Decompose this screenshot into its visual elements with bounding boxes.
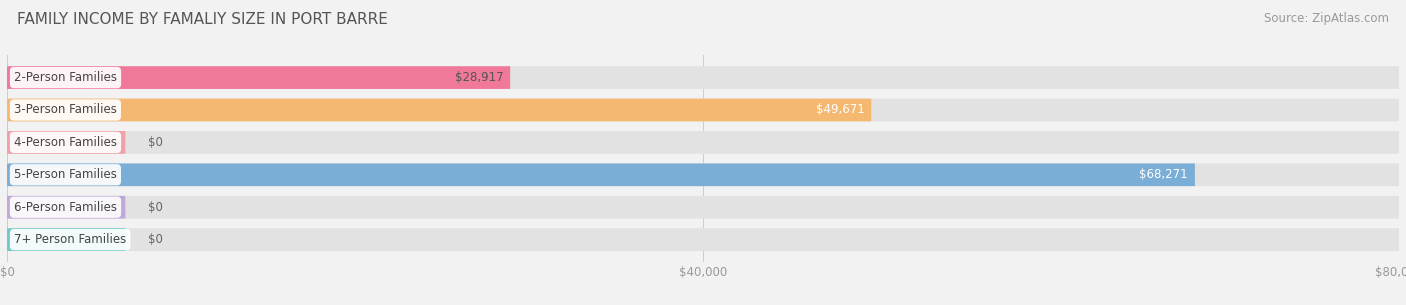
FancyBboxPatch shape xyxy=(7,99,872,121)
Text: 5-Person Families: 5-Person Families xyxy=(14,168,117,181)
Text: 4-Person Families: 4-Person Families xyxy=(14,136,117,149)
Text: $49,671: $49,671 xyxy=(815,103,865,117)
FancyBboxPatch shape xyxy=(7,196,1399,219)
FancyBboxPatch shape xyxy=(7,66,510,89)
Text: 7+ Person Families: 7+ Person Families xyxy=(14,233,127,246)
FancyBboxPatch shape xyxy=(7,66,1399,89)
FancyBboxPatch shape xyxy=(7,163,1399,186)
Text: Source: ZipAtlas.com: Source: ZipAtlas.com xyxy=(1264,12,1389,25)
Text: 3-Person Families: 3-Person Families xyxy=(14,103,117,117)
FancyBboxPatch shape xyxy=(7,228,125,251)
Text: $0: $0 xyxy=(148,233,163,246)
Text: $0: $0 xyxy=(148,136,163,149)
FancyBboxPatch shape xyxy=(7,196,125,219)
FancyBboxPatch shape xyxy=(7,228,1399,251)
Text: FAMILY INCOME BY FAMALIY SIZE IN PORT BARRE: FAMILY INCOME BY FAMALIY SIZE IN PORT BA… xyxy=(17,12,388,27)
FancyBboxPatch shape xyxy=(7,131,125,154)
FancyBboxPatch shape xyxy=(7,99,1399,121)
FancyBboxPatch shape xyxy=(7,163,1195,186)
Text: 6-Person Families: 6-Person Families xyxy=(14,201,117,214)
FancyBboxPatch shape xyxy=(7,131,1399,154)
Text: $28,917: $28,917 xyxy=(454,71,503,84)
Text: $0: $0 xyxy=(148,201,163,214)
Text: 2-Person Families: 2-Person Families xyxy=(14,71,117,84)
Text: $68,271: $68,271 xyxy=(1139,168,1188,181)
